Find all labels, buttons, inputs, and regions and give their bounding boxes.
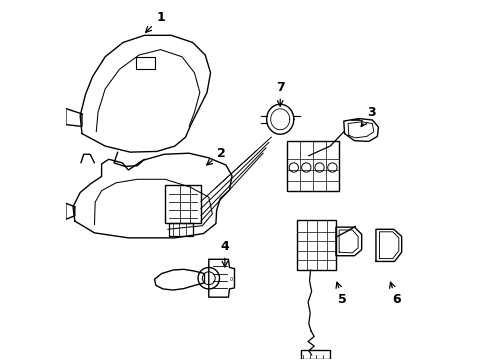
Text: 0: 0 <box>229 277 232 282</box>
Text: 7: 7 <box>275 81 284 106</box>
Text: 6: 6 <box>389 282 400 306</box>
Text: 3: 3 <box>361 105 375 127</box>
Bar <box>135 57 155 69</box>
Bar <box>300 350 329 359</box>
Text: 2: 2 <box>206 147 225 165</box>
Text: 4: 4 <box>220 240 229 267</box>
Bar <box>287 141 339 192</box>
Text: 1: 1 <box>145 11 164 32</box>
Text: 5: 5 <box>335 282 346 306</box>
Bar <box>169 223 192 237</box>
Bar <box>297 220 335 270</box>
Bar <box>165 185 201 223</box>
